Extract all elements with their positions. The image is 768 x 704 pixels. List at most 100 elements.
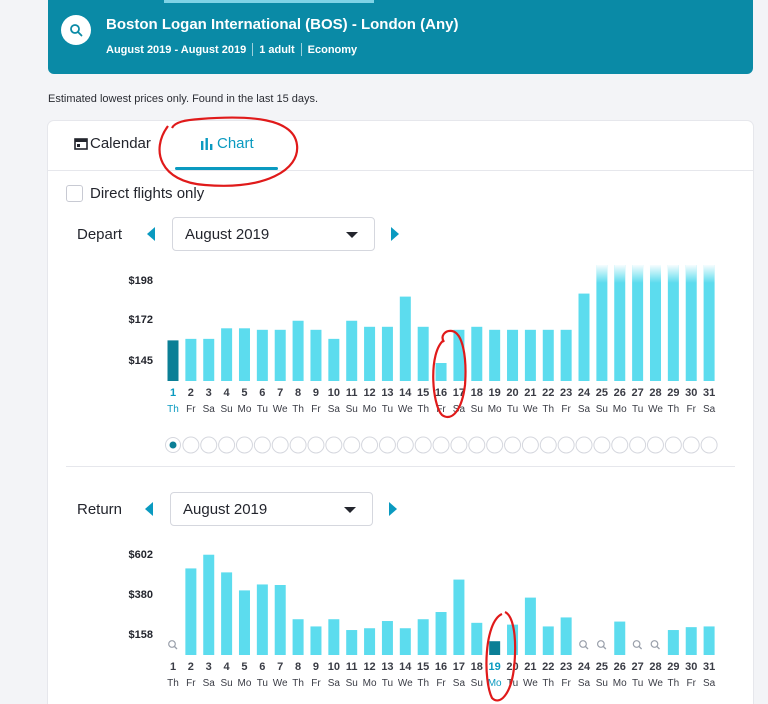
price-bar[interactable] (435, 612, 447, 655)
price-bar[interactable] (507, 329, 519, 381)
price-bar[interactable] (274, 584, 286, 655)
pagination-dot[interactable] (629, 436, 647, 454)
pagination-dot[interactable] (682, 436, 700, 454)
pagination-dot[interactable] (664, 436, 682, 454)
price-bar[interactable] (274, 329, 286, 381)
tab-chart[interactable]: Chart (200, 135, 254, 152)
pagination-dot[interactable] (468, 436, 486, 454)
search-icon[interactable] (579, 640, 589, 650)
search-icon[interactable] (650, 640, 660, 650)
pagination-dot[interactable] (504, 436, 522, 454)
price-bar[interactable] (310, 626, 322, 655)
pagination-dot[interactable] (611, 436, 629, 454)
depart-month-select[interactable]: August 2019 (172, 217, 375, 251)
price-bar[interactable] (453, 579, 465, 655)
price-bar[interactable] (489, 641, 501, 655)
price-bar[interactable] (614, 265, 626, 381)
price-bar[interactable] (453, 329, 465, 381)
pagination-dot[interactable] (378, 436, 396, 454)
price-bar[interactable] (417, 326, 429, 381)
pagination-dot[interactable] (361, 436, 379, 454)
return-next-month-arrow[interactable] (389, 502, 397, 516)
price-bar[interactable] (524, 329, 536, 381)
pagination-dot[interactable] (182, 436, 200, 454)
price-bar[interactable] (435, 363, 447, 381)
price-bar[interactable] (221, 328, 233, 381)
price-bar[interactable] (685, 627, 697, 655)
price-bar[interactable] (632, 265, 644, 381)
pagination-dot[interactable] (218, 436, 236, 454)
price-bar[interactable] (578, 293, 590, 381)
price-bar[interactable] (489, 329, 501, 381)
price-bar[interactable] (649, 265, 661, 381)
pagination-dot[interactable] (414, 436, 432, 454)
pagination-dot[interactable] (593, 436, 611, 454)
pagination-dot[interactable] (307, 436, 325, 454)
price-bar[interactable] (328, 619, 340, 655)
price-bar[interactable] (310, 329, 322, 381)
pagination-dot[interactable] (325, 436, 343, 454)
price-bar[interactable] (381, 621, 393, 655)
price-bar[interactable] (507, 624, 519, 655)
price-bar[interactable] (399, 628, 411, 655)
price-bar[interactable] (292, 320, 304, 381)
pagination-dot[interactable] (521, 436, 539, 454)
price-bar[interactable] (328, 338, 340, 381)
pagination-dot[interactable] (486, 436, 504, 454)
price-bar[interactable] (399, 296, 411, 381)
direct-flights-filter[interactable]: Direct flights only (66, 185, 204, 202)
price-bar[interactable] (256, 329, 268, 381)
pagination-dot[interactable] (343, 436, 361, 454)
price-bar[interactable] (542, 329, 554, 381)
price-bar[interactable] (238, 590, 250, 655)
depart-next-month-arrow[interactable] (391, 227, 399, 241)
price-bar[interactable] (203, 338, 215, 381)
price-bar[interactable] (364, 628, 376, 655)
pagination-dot[interactable] (200, 436, 218, 454)
pagination-dot[interactable] (432, 436, 450, 454)
price-bar[interactable] (238, 328, 250, 381)
pagination-dot[interactable] (253, 436, 271, 454)
price-bar[interactable] (667, 265, 679, 381)
price-bar[interactable] (185, 338, 197, 381)
pagination-dot[interactable] (539, 436, 557, 454)
search-icon[interactable] (596, 640, 607, 650)
pagination-dot[interactable] (289, 436, 307, 454)
pagination-dot[interactable] (235, 436, 253, 454)
price-bar[interactable] (381, 326, 393, 381)
price-bar[interactable] (292, 619, 304, 655)
price-bar[interactable] (560, 617, 572, 655)
price-bar[interactable] (703, 626, 715, 655)
search-button[interactable] (61, 15, 91, 45)
pagination-dot[interactable] (396, 436, 414, 454)
pagination-dot[interactable] (575, 436, 593, 454)
price-bar[interactable] (614, 621, 626, 655)
pagination-dot[interactable] (700, 436, 718, 454)
price-bar[interactable] (703, 265, 715, 381)
pagination-dot[interactable] (646, 436, 664, 454)
return-prev-month-arrow[interactable] (145, 502, 153, 516)
price-bar[interactable] (256, 584, 268, 655)
direct-flights-checkbox[interactable] (66, 185, 83, 202)
pagination-dot[interactable] (271, 436, 289, 454)
price-bar[interactable] (542, 626, 554, 655)
price-bar[interactable] (667, 630, 679, 655)
price-bar[interactable] (346, 630, 358, 655)
search-icon[interactable] (632, 640, 643, 650)
price-bar[interactable] (596, 265, 608, 381)
tab-calendar[interactable]: Calendar (74, 135, 151, 152)
price-bar[interactable] (471, 622, 483, 655)
price-bar[interactable] (524, 597, 536, 655)
price-bar[interactable] (471, 326, 483, 381)
price-bar[interactable] (185, 568, 197, 655)
search-summary-banner[interactable]: Boston Logan International (BOS) - Londo… (48, 0, 753, 74)
price-bar[interactable] (346, 320, 358, 381)
price-bar[interactable] (221, 572, 233, 655)
price-bar[interactable] (417, 619, 429, 655)
pagination-dot[interactable] (450, 436, 468, 454)
pagination-dot[interactable] (557, 436, 575, 454)
depart-prev-month-arrow[interactable] (147, 227, 155, 241)
price-bar[interactable] (203, 554, 215, 655)
price-bar[interactable] (167, 340, 179, 381)
return-month-select[interactable]: August 2019 (170, 492, 373, 526)
